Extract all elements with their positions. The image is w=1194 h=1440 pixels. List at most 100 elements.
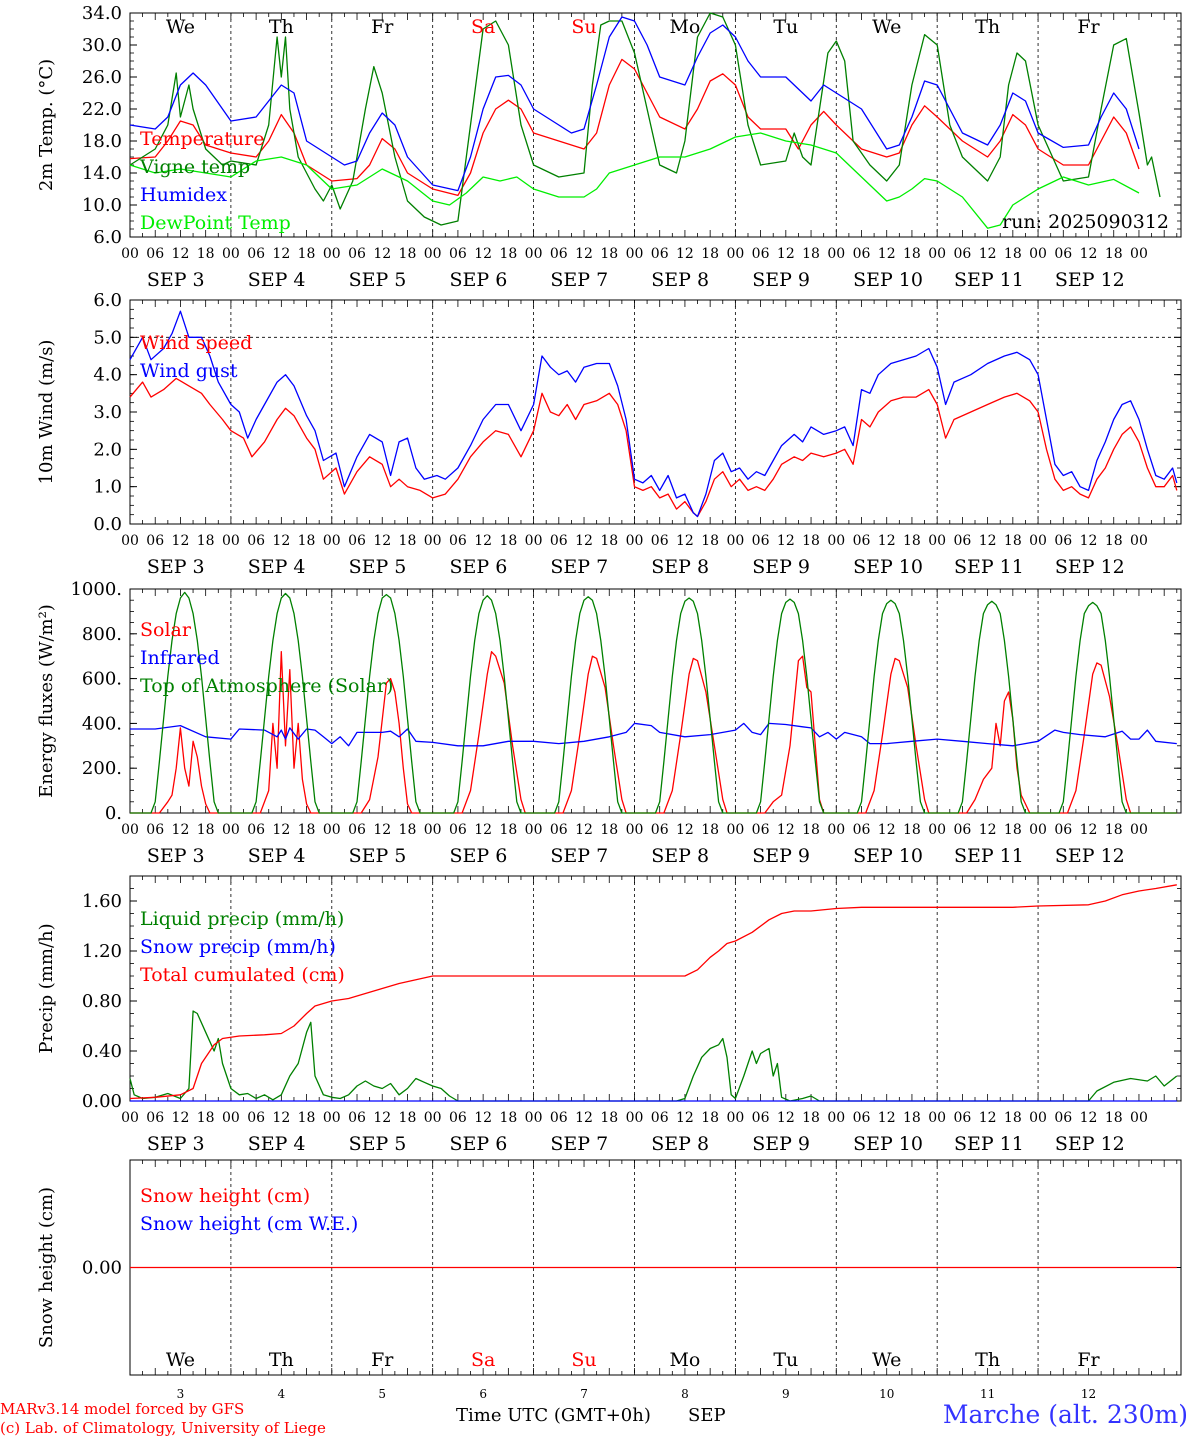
hour-tick-label: 00 (424, 822, 442, 838)
hour-tick-label: 12 (1080, 246, 1098, 262)
weekday-label: We (872, 1349, 901, 1371)
weekday-label: Sa (471, 1349, 495, 1371)
station-label: Marche (alt. 230m) (942, 1400, 1188, 1429)
hour-tick-label: 12 (878, 533, 896, 549)
y-tick-label: 10.0 (82, 195, 122, 216)
hour-tick-label: 12 (979, 533, 997, 549)
hour-tick-label: 00 (928, 822, 946, 838)
hour-tick-label: 00 (827, 822, 845, 838)
hour-tick-label: 12 (474, 533, 492, 549)
hour-tick-label: 18 (1004, 1110, 1022, 1126)
hour-tick-label: 06 (651, 822, 669, 838)
hour-tick-label: 12 (172, 533, 190, 549)
hour-tick-label: 06 (651, 246, 669, 262)
hour-tick-label: 06 (247, 533, 265, 549)
hour-tick-label: 06 (752, 533, 770, 549)
day-number-label: 11 (980, 1387, 995, 1401)
hour-tick-label: 12 (878, 822, 896, 838)
hour-tick-label: 00 (726, 1110, 744, 1126)
date-label: SEP 10 (853, 845, 923, 867)
hour-tick-label: 00 (1029, 1110, 1047, 1126)
date-label: SEP 5 (349, 269, 407, 291)
weekday-label: We (166, 1349, 195, 1371)
y-tick-label: 200. (82, 758, 122, 779)
hour-tick-label: 06 (550, 246, 568, 262)
hour-tick-label: 18 (1004, 533, 1022, 549)
hour-tick-label: 12 (1080, 533, 1098, 549)
hour-tick-label: 12 (272, 533, 290, 549)
legend-entry: Wind gust (140, 360, 238, 382)
hour-tick-label: 06 (953, 533, 971, 549)
day-number-label: 9 (782, 1387, 790, 1401)
hour-tick-label: 18 (903, 246, 921, 262)
hour-tick-label: 00 (525, 1110, 543, 1126)
series-line-infrared (130, 722, 1177, 747)
hour-tick-label: 12 (575, 533, 593, 549)
hour-tick-label: 06 (953, 246, 971, 262)
hour-tick-label: 00 (626, 533, 644, 549)
hour-tick-label: 00 (121, 246, 139, 262)
date-label: SEP 4 (248, 556, 306, 578)
hour-tick-label: 06 (247, 1110, 265, 1126)
hour-tick-label: 06 (449, 822, 467, 838)
legend-entry: Snow height (cm W.E.) (140, 1213, 358, 1235)
hour-tick-label: 00 (1130, 533, 1148, 549)
weekday-label: Sa (471, 16, 495, 38)
y-tick-label: 6.0 (93, 290, 122, 311)
y-tick-label: 0.00 (82, 1258, 122, 1279)
hour-tick-label: 18 (298, 533, 316, 549)
day-number-label: 7 (580, 1387, 588, 1401)
hour-tick-label: 00 (726, 246, 744, 262)
hour-tick-label: 06 (348, 822, 366, 838)
footer-credit-label: (c) Lab. of Climatology, University of L… (0, 1419, 326, 1437)
date-label: SEP 12 (1055, 556, 1125, 578)
hour-tick-label: 18 (1105, 533, 1123, 549)
legend-entry: Solar (140, 619, 192, 641)
hour-tick-label: 18 (1105, 246, 1123, 262)
hour-tick-label: 18 (600, 533, 618, 549)
hour-tick-label: 06 (853, 533, 871, 549)
y-tick-label: 14.0 (82, 163, 122, 184)
hour-tick-label: 06 (752, 246, 770, 262)
y-tick-label: 0. (105, 803, 122, 824)
hour-tick-label: 06 (752, 1110, 770, 1126)
hour-tick-label: 12 (373, 246, 391, 262)
y-tick-label: 22.0 (82, 99, 122, 120)
hour-tick-label: 18 (802, 1110, 820, 1126)
legend-entry: Infrared (140, 647, 220, 669)
hour-tick-label: 00 (121, 533, 139, 549)
hour-tick-label: 12 (272, 822, 290, 838)
hour-tick-label: 06 (449, 1110, 467, 1126)
series-line-vigne-temp (129, 12, 1161, 226)
hour-tick-label: 00 (726, 822, 744, 838)
hour-tick-label: 12 (373, 1110, 391, 1126)
panel-1: 6.0 10.0 14.0 18.0 22.0 26.0 30.0 34.0 2m Temp. … (36, 3, 1182, 291)
hour-tick-label: 00 (827, 533, 845, 549)
hour-tick-label: 18 (399, 1110, 417, 1126)
y-tick-label: 0.00 (82, 1091, 122, 1112)
legend-entry: Temperature (140, 128, 264, 150)
hour-tick-label: 12 (676, 1110, 694, 1126)
weekday-label: Mo (669, 16, 700, 38)
panel-5: 0.00 Snow height (cm) Snow height (cm) Snow… (36, 1159, 1182, 1376)
date-label: SEP 11 (954, 1133, 1024, 1155)
hour-tick-label: 06 (247, 822, 265, 838)
y-axis-title: 2m Temp. (°C) (36, 59, 57, 191)
hour-tick-label: 00 (827, 1110, 845, 1126)
y-tick-label: 2.0 (93, 439, 122, 460)
hour-tick-label: 18 (399, 246, 417, 262)
weekday-label: Th (269, 1349, 294, 1371)
date-label: SEP 6 (450, 845, 508, 867)
hour-tick-label: 06 (247, 246, 265, 262)
hour-tick-label: 18 (298, 246, 316, 262)
y-tick-label: 600. (82, 669, 122, 690)
hour-tick-label: 12 (575, 1110, 593, 1126)
hour-tick-label: 12 (172, 1110, 190, 1126)
hour-tick-label: 00 (323, 822, 341, 838)
date-label: SEP 9 (752, 845, 810, 867)
panel-2: 0.0 1.0 2.0 3.0 4.0 5.0 6.0 10m Wind (m/s) Wind … (36, 290, 1182, 578)
hour-tick-label: 18 (701, 246, 719, 262)
hour-tick-label: 18 (1105, 1110, 1123, 1126)
hour-tick-label: 12 (676, 533, 694, 549)
